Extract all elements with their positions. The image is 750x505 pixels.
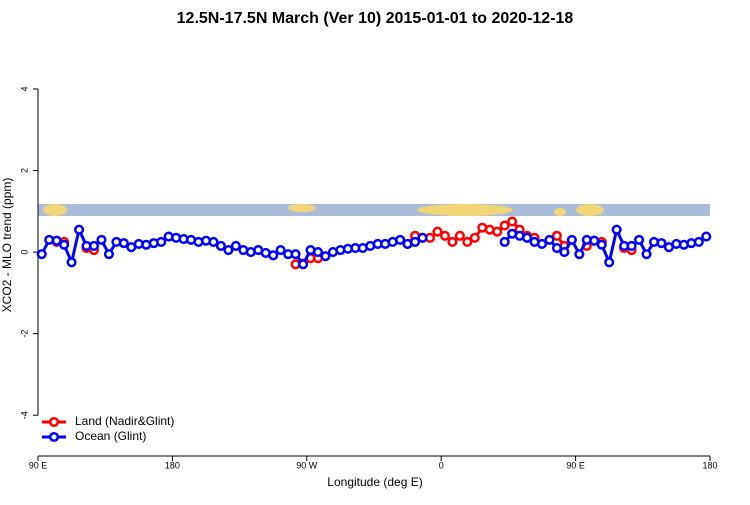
point xyxy=(469,232,480,243)
map-strip xyxy=(38,204,710,216)
chart-title: 12.5N-17.5N March (Ver 10) 2015-01-01 to… xyxy=(177,10,574,27)
y-tick-label: 0 xyxy=(19,250,29,255)
point xyxy=(522,232,533,243)
legend-label: Land (Nadir&Glint) xyxy=(75,414,174,428)
x-tick-label: 90 W xyxy=(296,460,318,470)
point xyxy=(559,247,570,258)
point xyxy=(507,216,518,227)
x-tick-label: 90 E xyxy=(566,460,585,470)
point xyxy=(118,238,129,249)
point xyxy=(492,226,503,237)
point xyxy=(96,234,107,245)
point xyxy=(230,240,241,252)
point xyxy=(312,247,324,258)
point xyxy=(395,234,406,245)
point xyxy=(298,259,309,270)
point xyxy=(701,231,712,242)
point xyxy=(551,242,562,254)
point xyxy=(275,245,286,256)
point xyxy=(417,232,428,243)
point xyxy=(641,249,652,260)
point xyxy=(215,240,226,252)
point xyxy=(439,230,450,241)
point xyxy=(596,239,607,250)
point xyxy=(574,249,585,260)
y-tick-label: -4 xyxy=(19,411,29,419)
point xyxy=(611,224,622,235)
point xyxy=(66,257,77,268)
point xyxy=(454,230,465,241)
point xyxy=(36,249,47,260)
point xyxy=(290,249,301,260)
point xyxy=(320,251,331,262)
point xyxy=(103,249,114,260)
x-axis-label: Longitude (deg E) xyxy=(327,475,422,489)
point xyxy=(88,240,100,252)
point xyxy=(536,238,548,249)
legend-marker xyxy=(48,416,60,428)
point xyxy=(544,234,555,245)
point xyxy=(432,226,443,237)
y-tick-label: 4 xyxy=(19,86,29,91)
point xyxy=(499,236,510,247)
point xyxy=(268,250,279,261)
point xyxy=(656,238,667,249)
y-tick-label: 2 xyxy=(19,168,29,173)
point xyxy=(626,240,637,252)
legend-label: Ocean (Glint) xyxy=(75,429,146,443)
point xyxy=(51,235,62,246)
x-tick-label: 0 xyxy=(439,460,444,470)
point xyxy=(410,236,421,247)
x-tick-label: 180 xyxy=(702,460,717,470)
point xyxy=(551,230,562,241)
point xyxy=(208,236,219,247)
y-tick-label: -2 xyxy=(19,330,29,338)
point xyxy=(499,220,510,231)
point xyxy=(156,236,167,247)
legend-marker xyxy=(48,431,60,443)
x-tick-label: 90 E xyxy=(29,460,48,470)
point xyxy=(223,245,234,256)
point xyxy=(604,257,615,268)
point xyxy=(59,239,70,250)
point xyxy=(566,234,577,245)
point xyxy=(634,234,645,245)
point xyxy=(462,236,473,247)
point xyxy=(693,236,704,247)
x-tick-label: 180 xyxy=(165,460,180,470)
point xyxy=(74,224,85,235)
point xyxy=(589,235,600,246)
y-axis-label: XCO2 - MLO trend (ppm) xyxy=(0,178,14,313)
point xyxy=(447,236,458,247)
